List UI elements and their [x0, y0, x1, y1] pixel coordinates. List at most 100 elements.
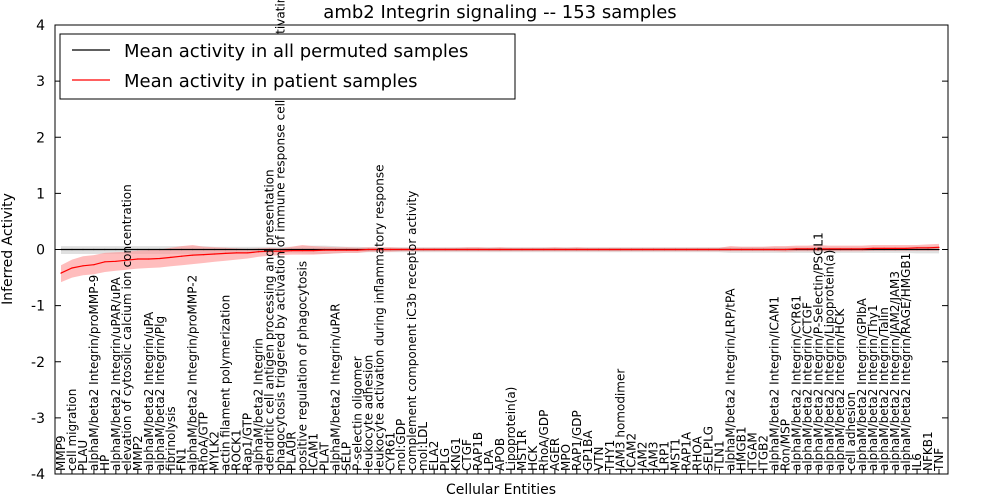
point-permuted — [115, 248, 117, 251]
point-patient — [268, 250, 271, 252]
point-patient — [686, 248, 688, 251]
point-patient — [609, 248, 611, 251]
entity-label: alphaM/beta2 Integrin/P-Selectin/PSGL1 — [811, 232, 825, 471]
entity-label: alphaM/beta2 Integrin/uPA — [142, 311, 156, 471]
point-patient — [477, 248, 479, 251]
entity-label: THY1 — [603, 440, 617, 472]
point-permuted — [268, 248, 271, 251]
entity-label: Lipoprotein(a) — [504, 387, 518, 471]
entity-label: phagocytosis triggered by activation of … — [274, 0, 288, 471]
point-patient — [290, 250, 293, 252]
point-permuted — [290, 248, 293, 251]
point-patient — [71, 267, 73, 269]
chart-title: amb2 Integrin signaling -- 153 samples — [323, 2, 676, 23]
point-patient — [642, 248, 644, 251]
entity-label: ICAM1 — [306, 433, 320, 471]
point-permuted — [192, 248, 194, 251]
entity-label: JAM3 — [647, 441, 661, 472]
point-patient — [751, 248, 754, 251]
point-patient — [389, 248, 391, 251]
entity-label: positive regulation of phagocytosis — [295, 261, 309, 471]
point-permuted — [894, 248, 896, 251]
point-patient — [598, 248, 600, 251]
point-patient — [795, 248, 797, 250]
point-patient — [334, 249, 336, 251]
point-patient — [115, 260, 117, 262]
point-patient — [488, 248, 490, 251]
entity-label: ICAM2 — [625, 433, 639, 471]
legend: Mean activity in all permuted samples Me… — [59, 33, 516, 100]
point-permuted — [247, 248, 249, 251]
legend-label-permuted: Mean activity in all permuted samples — [124, 41, 468, 62]
entity-label: elevation of cytosolic calcium ion conce… — [120, 184, 134, 471]
entity-label: AGER — [548, 438, 562, 471]
point-patient — [696, 248, 699, 251]
entity-label: alphaM/beta2 Integrin/ICAM1 — [767, 296, 781, 471]
point-patient — [236, 252, 238, 254]
point-patient — [455, 248, 457, 251]
point-patient — [82, 265, 84, 267]
entity-label: ELA2 — [427, 441, 441, 471]
point-permuted — [301, 248, 303, 251]
entity-label: Ron/MSP — [778, 419, 792, 471]
entity-label: alphaM/beta2 Integrin/Plg — [153, 316, 167, 471]
entity-label: RhoA/GTP — [197, 412, 211, 471]
entity-label: TLN1 — [713, 440, 727, 472]
point-patient — [93, 264, 95, 266]
point-patient — [499, 248, 501, 251]
point-patient — [444, 248, 446, 251]
point-permuted — [93, 248, 95, 251]
entity-label: MMP2 — [131, 435, 145, 471]
point-patient — [214, 253, 216, 255]
entity-label: RAP1A — [680, 431, 694, 471]
entity-label: RAP1/GDP — [570, 410, 584, 471]
entity-label: VTN — [592, 446, 606, 471]
entity-label: JAM2 — [636, 441, 650, 472]
entity-label: FN1 — [175, 447, 189, 471]
entity-label: HP — [98, 455, 112, 471]
point-patient — [729, 248, 732, 251]
point-permuted — [225, 248, 227, 251]
point-patient — [894, 247, 896, 249]
point-patient — [872, 247, 874, 249]
y-axis-title: Inferred Activity — [0, 193, 16, 305]
point-patient — [543, 248, 545, 251]
entity-label: alphaM/beta2 Integrin/Thy1 — [866, 304, 880, 471]
point-patient — [916, 247, 918, 249]
entity-label: complement component iC3b receptor activ… — [405, 191, 419, 471]
point-patient — [433, 248, 435, 251]
entity-label: alphaM/beta2 Integrin/GPIbA — [855, 297, 869, 471]
entity-label: LRP1 — [658, 441, 672, 471]
point-patient — [664, 248, 666, 251]
entity-label: alphaM/beta2 Integrin/LRP/tPA — [724, 288, 738, 471]
point-patient — [323, 249, 325, 251]
entity-label: alphaM/beta2 Integrin/Lipoprotein(a) — [822, 250, 836, 471]
entity-label: P-selectin oligomer — [350, 356, 364, 471]
plot-frame — [54, 24, 949, 475]
entity-label: alphaM/beta2 Integrin/proMMP-9 — [87, 275, 101, 471]
entity-label: LPA — [482, 449, 496, 471]
point-patient — [707, 248, 710, 251]
point-patient — [181, 255, 183, 257]
entity-label: PLAUR — [285, 431, 299, 471]
entity-label: leukocyte adhesion — [361, 355, 375, 471]
point-permuted — [126, 248, 128, 251]
point-permuted — [159, 248, 161, 251]
point-patient — [225, 252, 227, 254]
point-patient — [378, 248, 380, 251]
entity-label: mol:LDL — [416, 422, 430, 471]
point-patient — [170, 256, 172, 258]
entity-label: RhoA/GDP — [537, 410, 551, 471]
point-patient — [532, 248, 534, 251]
entity-label: alphaM/beta2 Integrin/HCK — [833, 308, 847, 471]
entity-label: KNG1 — [449, 437, 463, 471]
point-patient — [367, 248, 369, 251]
point-patient — [510, 248, 512, 251]
y-tick-label: 0 — [36, 243, 45, 259]
entity-label: SELP — [339, 442, 353, 471]
entity-label: ITGAM — [745, 432, 759, 471]
entity-label: HMGB1 — [735, 426, 749, 471]
y-tick-label: -3 — [31, 411, 45, 427]
point-patient — [675, 248, 677, 251]
x-axis-title: Cellular Entities — [446, 482, 556, 498]
